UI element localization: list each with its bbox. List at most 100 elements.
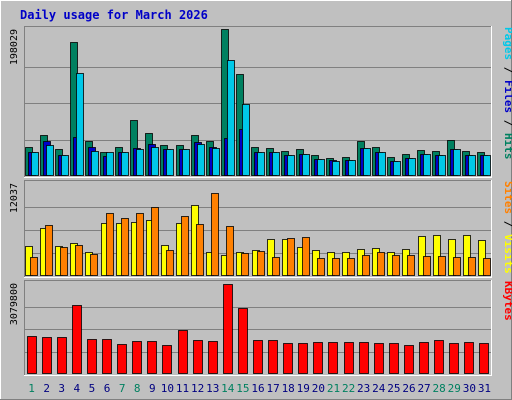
- bar-kbytes-day-6: [102, 339, 112, 374]
- bar-pages-day-9: [151, 147, 159, 176]
- day-label-13: 13: [206, 382, 219, 395]
- bar-kbytes-day-19: [298, 343, 308, 374]
- bar-sites-day-9: [151, 207, 159, 276]
- bar-pages-day-22: [348, 160, 356, 176]
- day-label-9: 9: [149, 382, 156, 395]
- bar-pages-day-19: [302, 154, 310, 176]
- bar-sites-day-1: [30, 257, 38, 276]
- bar-kbytes-day-14: [223, 284, 233, 374]
- bar-kbytes-day-3: [57, 337, 67, 374]
- day-label-29: 29: [448, 382, 461, 395]
- bar-sites-day-3: [60, 247, 68, 276]
- bar-sites-day-4: [75, 245, 83, 276]
- bar-pages-day-20: [317, 159, 325, 176]
- bar-pages-day-13: [212, 148, 220, 176]
- legend-part: Sites: [502, 181, 512, 214]
- bar-sites-day-27: [423, 256, 431, 276]
- bar-visits-day-28: [433, 235, 441, 276]
- bar-pages-day-4: [76, 73, 84, 176]
- bar-pages-day-6: [106, 152, 114, 176]
- bar-kbytes-day-30: [464, 342, 474, 374]
- bar-sites-day-24: [377, 252, 385, 276]
- bar-sites-day-18: [287, 238, 295, 276]
- legend-part: /: [502, 113, 512, 133]
- x-axis-day-labels: 1 2 3 4 5 6 7 8 9 10 11 12 13 14 15 16 17 18 19 20 21 22 23 24 2…: [28, 382, 491, 395]
- day-label-22: 22: [342, 382, 355, 395]
- bar-sites-day-28: [438, 256, 446, 276]
- bar-sites-day-20: [317, 258, 325, 276]
- day-label-19: 19: [297, 382, 310, 395]
- bar-pages-day-5: [91, 151, 99, 176]
- bar-kbytes-day-4: [72, 305, 82, 374]
- bar-visits-day-27: [418, 236, 426, 276]
- day-label-30: 30: [463, 382, 476, 395]
- bar-kbytes-day-11: [178, 330, 188, 374]
- bar-pages-day-15: [242, 104, 250, 176]
- bar-pages-day-21: [332, 161, 340, 176]
- chart-title: Daily usage for March 2026: [20, 8, 208, 22]
- bar-sites-day-7: [121, 218, 129, 276]
- bar-sites-day-10: [166, 250, 174, 276]
- bar-sites-day-16: [257, 251, 265, 276]
- bar-kbytes-day-22: [344, 342, 354, 374]
- bar-kbytes-day-12: [193, 340, 203, 374]
- bar-kbytes-day-5: [87, 339, 97, 374]
- panel-visits_sites: 12037 Sites / Visits: [9, 180, 512, 278]
- bar-kbytes-day-15: [238, 308, 248, 374]
- bar-kbytes-day-7: [117, 344, 127, 374]
- day-label-8: 8: [134, 382, 141, 395]
- bar-kbytes-day-20: [313, 342, 323, 374]
- bar-visits-day-31: [478, 240, 486, 276]
- bar-sites-day-8: [136, 213, 144, 276]
- bar-pages-day-10: [166, 149, 174, 176]
- bar-sites-day-29: [453, 257, 461, 276]
- bar-sites-day-22: [347, 258, 355, 276]
- bar-kbytes-day-8: [132, 341, 142, 374]
- bar-pages-day-18: [287, 155, 295, 176]
- day-label-10: 10: [161, 382, 174, 395]
- bar-kbytes-day-27: [419, 342, 429, 374]
- bar-pages-day-31: [483, 155, 491, 176]
- bar-pages-day-12: [197, 144, 205, 176]
- bar-sites-day-21: [332, 258, 340, 276]
- day-label-21: 21: [327, 382, 340, 395]
- bar-sites-day-30: [468, 257, 476, 276]
- day-label-2: 2: [43, 382, 50, 395]
- day-label-12: 12: [191, 382, 204, 395]
- bar-pages-day-24: [378, 152, 386, 176]
- bar-kbytes-day-17: [268, 340, 278, 374]
- bar-pages-day-26: [408, 158, 416, 176]
- bar-kbytes-day-23: [359, 342, 369, 374]
- day-label-25: 25: [387, 382, 400, 395]
- day-label-5: 5: [89, 382, 96, 395]
- bar-kbytes-day-18: [283, 343, 293, 374]
- day-label-1: 1: [28, 382, 35, 395]
- bar-pages-day-16: [257, 152, 265, 176]
- day-label-31: 31: [478, 382, 491, 395]
- bar-kbytes-day-24: [374, 343, 384, 374]
- bar-sites-day-5: [90, 254, 98, 276]
- day-label-15: 15: [236, 382, 249, 395]
- bar-pages-day-23: [363, 148, 371, 176]
- bar-pages-day-1: [31, 152, 39, 176]
- bar-kbytes-day-9: [147, 341, 157, 374]
- bar-kbytes-day-29: [449, 343, 459, 374]
- day-label-7: 7: [119, 382, 126, 395]
- legend-part: Visits: [502, 234, 512, 274]
- bar-sites-day-11: [181, 216, 189, 276]
- day-label-17: 17: [266, 382, 279, 395]
- bar-sites-day-6: [106, 213, 114, 276]
- day-label-6: 6: [104, 382, 111, 395]
- bar-sites-day-25: [392, 255, 400, 276]
- bar-pages-day-11: [182, 149, 190, 176]
- bar-pages-day-17: [272, 152, 280, 176]
- bar-pages-day-28: [438, 155, 446, 176]
- legend-part: Hits: [502, 133, 512, 160]
- bar-pages-day-27: [423, 154, 431, 176]
- bar-sites-day-2: [45, 225, 53, 276]
- bar-pages-day-30: [468, 155, 476, 176]
- bar-sites-day-26: [407, 255, 415, 276]
- day-label-20: 20: [312, 382, 325, 395]
- bar-kbytes-day-16: [253, 340, 263, 374]
